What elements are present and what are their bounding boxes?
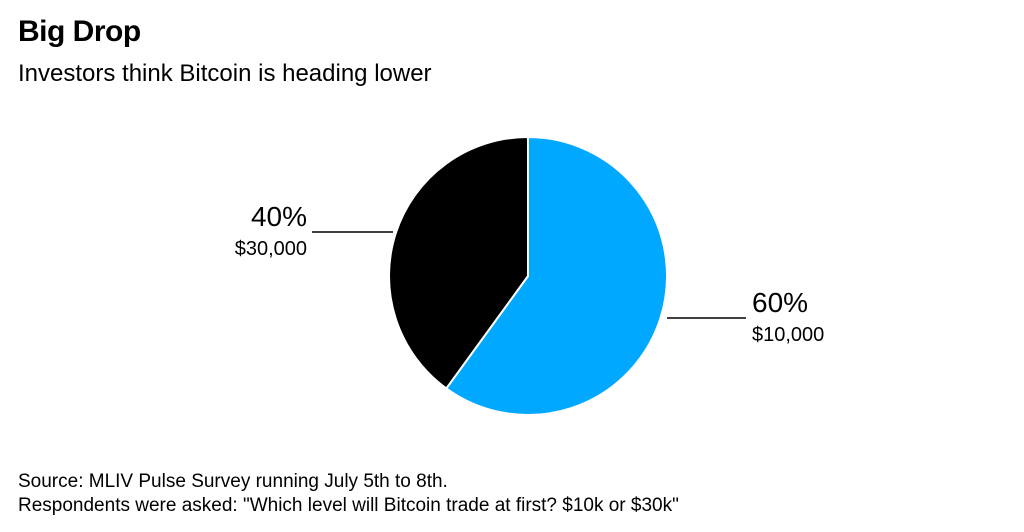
chart-title: Big Drop (18, 15, 141, 48)
chart-subtitle: Investors think Bitcoin is heading lower (18, 60, 432, 87)
pie-slice-10000 (444, 135, 668, 416)
slice-label-30000-pct: 40% (251, 201, 307, 232)
slice-label-10000-pct: 60% (752, 287, 808, 318)
survey-note: Respondents were asked: "Which level wil… (18, 495, 679, 516)
slice-label-30000-value: $30,000 (235, 238, 307, 260)
source-text: Source: MLIV Pulse Survey running July 5… (18, 471, 448, 492)
slice-label-10000-value: $10,000 (752, 324, 824, 346)
chart-source: Source: MLIV Pulse Survey running July 5… (18, 470, 679, 518)
pie-slices (388, 135, 668, 416)
pie-slice-30000 (388, 135, 529, 390)
